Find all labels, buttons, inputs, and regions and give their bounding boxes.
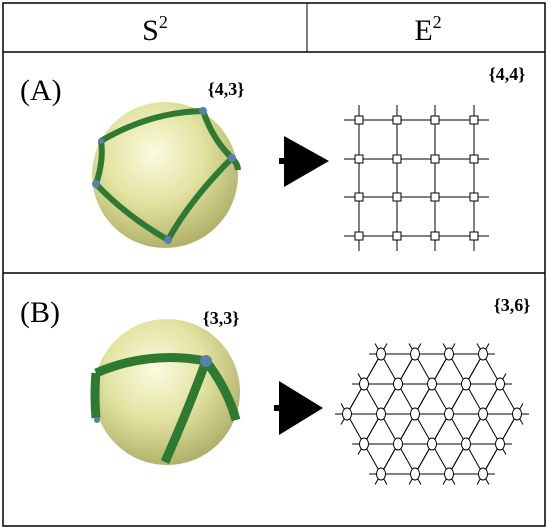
sphere — [92, 102, 241, 248]
header-cell: E2 — [414, 12, 441, 47]
row-label: (B) — [20, 296, 60, 329]
plane-symbol: {3,6} — [494, 295, 531, 315]
sphere-symbol: {4,3} — [208, 79, 245, 99]
arrow — [274, 381, 323, 435]
arrow — [279, 136, 329, 187]
sphere — [90, 319, 241, 465]
header-cell: S2 — [142, 12, 168, 47]
square-lattice — [344, 105, 489, 251]
row-label: (A) — [20, 74, 62, 107]
sphere-symbol: {3,3} — [203, 308, 240, 328]
triangular-lattice — [335, 343, 529, 485]
plane-symbol: {4,4} — [489, 64, 526, 84]
